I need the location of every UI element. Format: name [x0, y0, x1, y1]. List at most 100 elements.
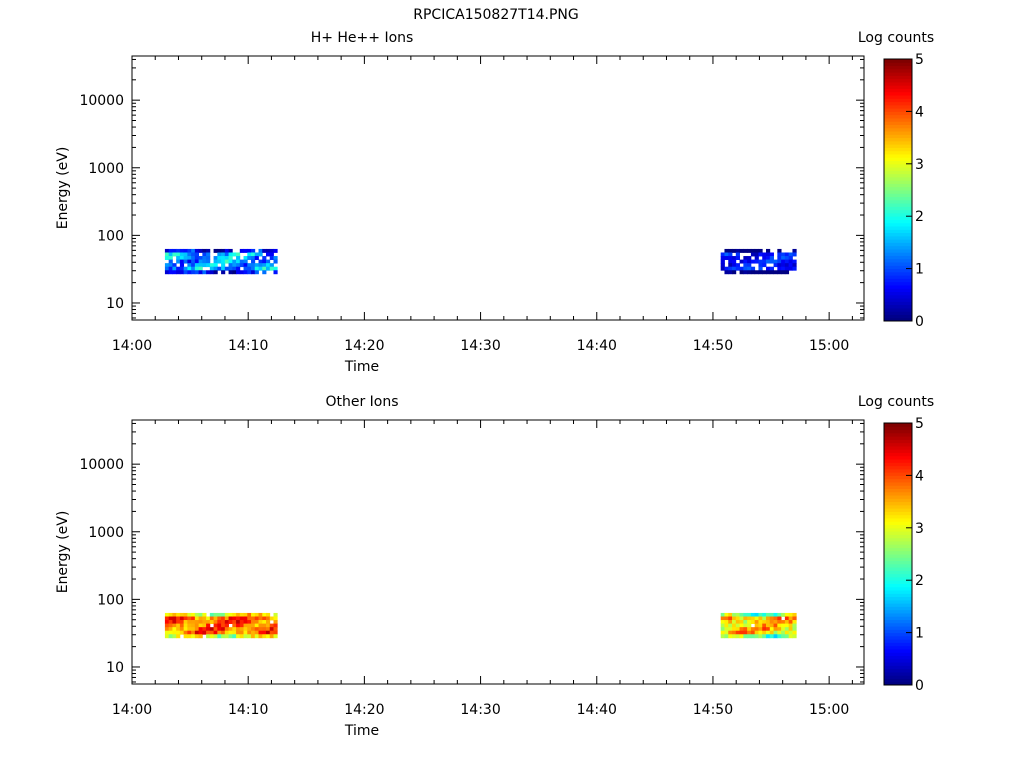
data-cell: [194, 248, 200, 253]
data-cell: [176, 266, 181, 271]
data-cell: [179, 616, 185, 621]
data-cell: [735, 252, 740, 257]
colorbar-swatch: [884, 537, 912, 542]
colorbar-swatch: [884, 439, 912, 444]
data-cell: [202, 248, 207, 253]
data-cell: [750, 620, 756, 624]
colorbar-swatch: [884, 508, 912, 512]
data-cell: [762, 623, 767, 628]
data-cell: [262, 630, 267, 635]
data-cell: [198, 266, 203, 271]
colorbar-swatch: [884, 242, 912, 247]
data-cell: [784, 634, 790, 639]
data-cell: [777, 623, 782, 628]
data-cell: [735, 634, 740, 639]
colorbar-swatch: [884, 632, 912, 637]
data-cell: [217, 252, 222, 257]
colorbar-swatch: [884, 534, 912, 539]
data-cell: [236, 616, 241, 621]
data-cell: [221, 627, 226, 632]
data-cell: [183, 270, 188, 275]
data-cell: [258, 252, 263, 257]
colorbar-swatch: [884, 78, 912, 83]
data-cell: [735, 612, 740, 617]
data-cell: [739, 266, 744, 271]
colorbar-swatch: [884, 567, 912, 571]
data-cell: [236, 266, 241, 271]
data-cell: [243, 259, 248, 264]
colorbar-swatch: [884, 255, 912, 260]
data-cell: [754, 616, 759, 621]
data-cell: [172, 266, 177, 271]
data-cell: [254, 263, 259, 268]
data-cell: [176, 620, 181, 624]
data-cell: [781, 623, 786, 628]
data-cell: [191, 259, 196, 264]
data-cell: [168, 263, 173, 268]
data-cell: [221, 266, 226, 271]
data-cell: [273, 620, 278, 624]
data-cell: [724, 634, 729, 639]
data-cell: [172, 634, 177, 639]
data-cell: [258, 266, 263, 271]
data-cell: [732, 630, 737, 635]
data-cell: [224, 634, 229, 639]
data-cell: [191, 627, 196, 632]
data-cell: [213, 627, 218, 632]
data-cell: [251, 248, 256, 253]
colorbar-tick-label: 0: [915, 314, 924, 330]
data-cell: [254, 620, 259, 624]
data-cell: [266, 623, 271, 628]
data-cell: [724, 627, 729, 632]
colorbar-swatch: [884, 573, 912, 578]
data-cell: [183, 259, 188, 264]
data-cell: [728, 630, 733, 635]
data-cell: [202, 256, 207, 260]
data-cell: [191, 252, 196, 257]
colorbar-swatch: [884, 176, 912, 181]
data-cell: [792, 252, 797, 257]
data-cell: [777, 248, 782, 253]
data-cell: [236, 623, 241, 628]
data-cell: [754, 612, 759, 617]
data-cell: [750, 616, 756, 621]
data-cell: [732, 620, 737, 624]
data-cell: [232, 620, 237, 624]
colorbar-swatch: [884, 278, 912, 283]
data-cell: [198, 630, 203, 635]
data-cell: [762, 263, 767, 268]
data-cell: [747, 616, 752, 621]
colorbar-swatch: [884, 262, 912, 266]
data-cell: [251, 270, 256, 275]
data-cell: [266, 259, 271, 264]
data-cell: [269, 248, 274, 253]
data-cell: [788, 616, 793, 621]
colorbar-swatch: [884, 117, 912, 122]
colorbar-swatch: [884, 629, 912, 634]
colorbar-swatch: [884, 514, 912, 519]
data-cell: [254, 266, 259, 271]
data-cell: [728, 248, 733, 253]
data-cell: [176, 634, 181, 639]
colorbar-swatch: [884, 521, 912, 526]
colorbar-tick-label: 1: [915, 626, 924, 642]
data-cell: [266, 266, 271, 271]
colorbar-swatch: [884, 85, 912, 89]
colorbar-swatch: [884, 209, 912, 214]
data-cell: [228, 263, 233, 268]
data-cell: [754, 634, 759, 639]
data-cell: [720, 266, 725, 271]
colorbar-swatch: [884, 432, 912, 437]
data-cell: [251, 259, 256, 264]
data-cell: [176, 270, 181, 275]
data-cell: [183, 248, 188, 253]
data-cell: [792, 634, 797, 639]
data-cell: [232, 627, 237, 632]
colorbar-swatch: [884, 311, 912, 315]
data-cell: [773, 263, 778, 268]
data-cell: [262, 259, 267, 264]
colorbar-swatch: [884, 301, 912, 306]
data-cell: [769, 616, 774, 621]
x-tick-label: 14:00: [112, 702, 152, 718]
colorbar-swatch: [884, 550, 912, 555]
